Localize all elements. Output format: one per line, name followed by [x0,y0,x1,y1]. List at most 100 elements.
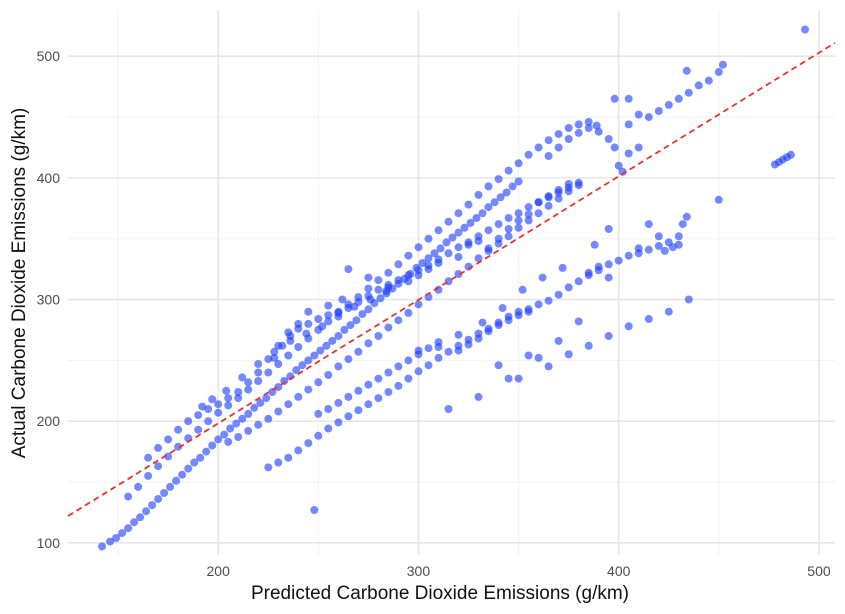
data-point [494,234,503,243]
major-gridlines [68,10,835,555]
y-tick-labels: 100 200 300 400 500 [37,48,61,551]
data-point [714,68,723,76]
data-point [554,336,563,345]
data-point [554,290,563,299]
data-point [292,366,301,375]
data-point [484,226,493,235]
data-point [324,311,333,320]
data-point [534,198,543,207]
data-point [654,232,663,241]
data-point [624,94,633,103]
data-point [202,447,211,456]
data-point [118,529,127,538]
data-point [592,121,601,130]
data-point [224,394,233,403]
data-point [534,353,543,362]
data-point [324,301,333,310]
data-point [664,100,673,109]
data-point [544,192,553,201]
data-point [524,307,533,316]
data-point [574,277,583,286]
data-point [364,339,373,348]
data-point [244,409,253,418]
data-point [254,368,263,377]
data-point [474,254,483,263]
data-point [454,346,463,355]
data-point [490,198,499,207]
data-point [454,228,463,237]
y-tick-label: 400 [37,170,61,186]
data-point [604,225,613,233]
data-point [112,534,121,542]
data-point [454,253,463,261]
data-point [558,263,567,272]
data-point [232,419,241,428]
data-point [498,304,507,312]
data-point [674,94,683,103]
data-point [344,355,353,364]
data-point [358,310,367,319]
data-point [302,329,311,338]
data-point [604,135,613,143]
data-point [160,489,169,497]
data-point [504,316,513,325]
data-point [304,385,313,394]
y-tick-label: 500 [37,48,61,64]
data-point [514,311,523,320]
data-point [164,435,173,444]
data-point [314,409,323,418]
data-point [674,232,683,241]
data-point [268,388,277,396]
data-point [504,232,513,241]
data-point [504,166,513,175]
data-point [704,76,713,85]
data-point [430,249,439,258]
data-point [204,405,213,413]
data-point [194,425,203,434]
data-point [142,507,151,516]
data-point [134,482,143,491]
data-point [554,143,563,152]
data-point [264,355,273,364]
data-point [518,285,527,294]
data-point [618,167,627,176]
data-point [574,120,583,129]
data-point [344,304,353,312]
data-point [424,361,433,370]
data-point [374,332,383,340]
data-point [364,305,373,314]
data-point [256,398,265,407]
data-point [384,283,393,292]
data-point [444,217,453,226]
data-point [294,446,303,455]
data-point [664,307,673,316]
data-point [234,388,243,396]
data-point [244,426,253,435]
data-point [584,117,593,126]
data-point [394,276,403,285]
x-axis-title: Predicted Carbone Dioxide Emissions (g/k… [251,583,629,604]
data-point [334,332,343,340]
data-point [524,210,533,219]
data-point [478,318,487,327]
data-point [464,200,473,209]
data-point [264,463,273,472]
data-point [594,262,603,271]
data-point [144,471,153,480]
data-point [610,94,619,103]
data-point [624,120,633,129]
data-point [484,244,493,253]
data-point [444,249,453,258]
data-point [554,130,563,139]
data-point [184,417,193,426]
data-point [494,321,503,330]
data-point [204,417,213,426]
data-point [454,330,463,339]
data-point [384,368,393,377]
data-point [214,408,223,417]
data-point [324,371,333,379]
data-point [314,431,323,440]
data-point [270,347,279,356]
data-point [624,149,633,158]
data-point [298,361,307,370]
